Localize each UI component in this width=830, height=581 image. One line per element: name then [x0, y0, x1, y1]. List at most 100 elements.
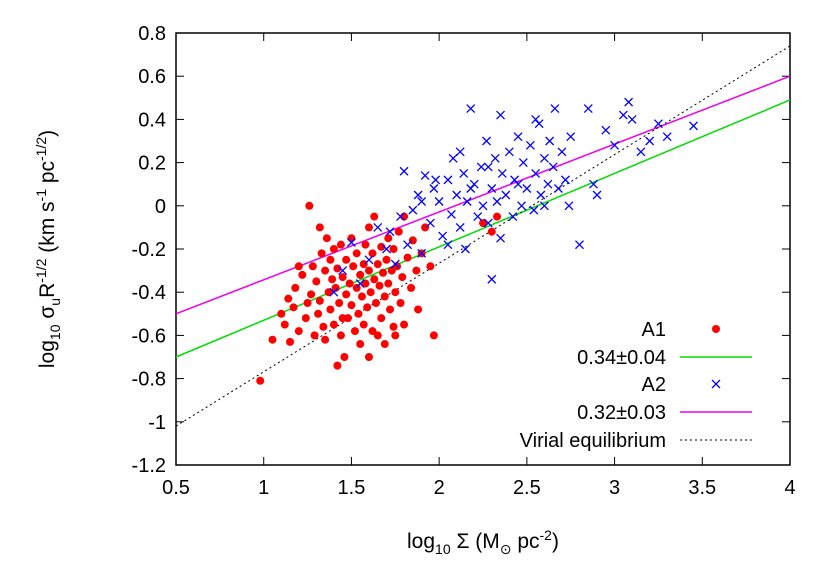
data-point-a1	[350, 327, 359, 336]
data-point-a2	[382, 244, 391, 254]
axis-ticks	[175, 32, 791, 466]
data-point-a1	[301, 314, 310, 323]
data-point-a1	[280, 320, 289, 329]
data-point-a2	[539, 153, 549, 163]
data-point-a1	[479, 219, 487, 228]
data-point-a2	[466, 104, 476, 114]
data-point-a2	[487, 274, 497, 284]
data-point-a1	[373, 331, 382, 340]
y-tick-label: 0.6	[138, 66, 166, 88]
data-point-a1	[403, 253, 412, 262]
data-point-a2	[564, 201, 574, 211]
data-point-a2	[560, 175, 570, 185]
data-point-a2	[583, 104, 593, 114]
data-point-a2	[346, 238, 356, 247]
data-point-a2	[689, 121, 698, 131]
data-point-a2	[459, 168, 469, 178]
data-point-a2	[473, 212, 483, 222]
x-tick-label: 4	[784, 477, 795, 499]
data-point-a1	[315, 296, 324, 305]
data-point-a2	[462, 197, 472, 206]
data-point-a2	[662, 132, 672, 142]
data-point-a1	[352, 249, 361, 258]
data-point-a2	[438, 231, 448, 241]
data-point-a2	[483, 162, 493, 172]
data-point-a1	[363, 303, 372, 312]
series-line-2	[176, 45, 790, 427]
data-point-a1	[361, 279, 370, 288]
data-point-a1	[336, 240, 345, 249]
data-point-a2	[548, 162, 558, 172]
legend-entry-a1: A1	[642, 319, 720, 341]
data-point-a2	[490, 153, 500, 163]
data-point-a1	[331, 283, 340, 292]
data-point-a2	[525, 140, 535, 150]
data-point-a1	[338, 314, 347, 323]
data-point-a1	[338, 273, 347, 282]
data-point-a1	[384, 279, 393, 288]
data-point-a2	[636, 147, 646, 157]
data-point-a1	[335, 299, 344, 307]
data-point-a2	[399, 166, 409, 176]
data-point-a2	[443, 175, 453, 185]
data-point-a1	[371, 299, 380, 307]
data-point-a1	[382, 255, 391, 264]
data-point-a2	[513, 179, 523, 189]
legend-entry-fit-a1: 0.34±0.04	[577, 347, 752, 369]
data-point-a1	[364, 353, 373, 361]
data-point-a2	[531, 168, 541, 178]
data-point-a1	[391, 331, 400, 340]
data-point-a2	[408, 205, 418, 215]
data-point-a2	[589, 179, 598, 189]
data-point-a1	[298, 270, 307, 279]
data-point-a1	[412, 266, 421, 275]
data-point-a2	[355, 279, 365, 289]
data-point-a1	[380, 340, 389, 349]
data-point-a1	[364, 266, 373, 275]
data-point-a1	[379, 268, 388, 277]
legend-label-fit-a1: 0.34±0.04	[577, 347, 666, 369]
data-point-a2	[529, 205, 539, 215]
x-tick-label: 1.5	[338, 477, 366, 499]
data-point-a2	[364, 255, 374, 265]
data-point-a1	[277, 309, 286, 318]
data-point-a1	[308, 262, 317, 271]
data-point-a1	[305, 201, 314, 210]
x-tick-label: 2.5	[513, 477, 541, 499]
data-point-a1	[307, 290, 316, 299]
data-point-a1	[368, 249, 377, 258]
data-point-a2	[452, 190, 462, 200]
legend-entry-virial: Virial equilibrium	[520, 430, 752, 452]
data-point-a2	[497, 168, 507, 178]
data-point-a2	[513, 132, 523, 142]
x-tick-label: 2	[434, 477, 445, 499]
data-point-a2	[610, 140, 620, 150]
legend-label-fit-a2: 0.32±0.03	[577, 402, 666, 424]
data-point-a1	[286, 337, 295, 346]
data-point-a2	[455, 147, 465, 157]
legend: A1 0.34±0.04 A2 0.32±0.03 Virial equilib…	[520, 319, 752, 452]
data-point-a1	[414, 305, 423, 314]
data-point-a2	[618, 110, 628, 120]
data-point-a2	[431, 175, 441, 185]
data-point-a1	[322, 234, 331, 243]
x-tick-label: 0.5	[162, 477, 190, 499]
data-point-a1	[340, 353, 349, 361]
data-point-a2	[434, 197, 444, 206]
data-point-a1	[294, 262, 303, 271]
data-point-a1	[319, 322, 328, 331]
data-point-a2	[338, 266, 348, 276]
data-point-a2	[455, 222, 465, 232]
data-point-a1	[394, 227, 403, 236]
data-point-a2	[420, 171, 430, 181]
data-point-a2	[557, 147, 567, 157]
data-point-a1	[342, 290, 351, 299]
data-point-a1	[429, 331, 438, 340]
data-point-a2	[417, 248, 427, 258]
data-point-a2	[460, 244, 470, 254]
data-point-a1	[421, 223, 430, 232]
data-point-a1	[396, 299, 405, 307]
data-point-a2	[403, 240, 413, 250]
data-point-a1	[321, 335, 330, 344]
data-point-a1	[398, 273, 407, 282]
